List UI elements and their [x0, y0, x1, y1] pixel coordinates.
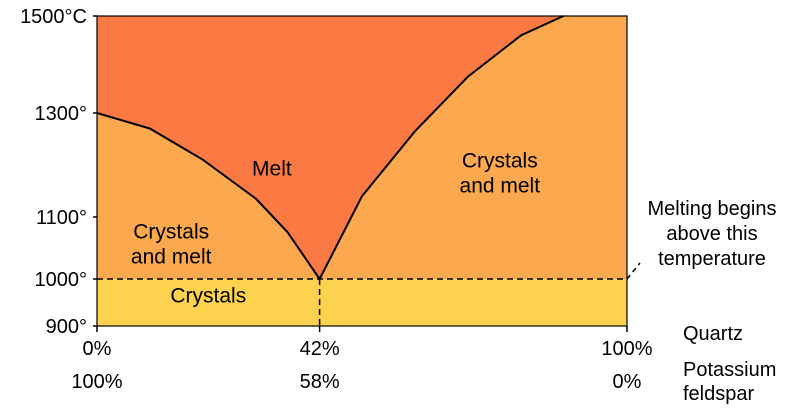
annotation-text: temperature [658, 248, 766, 270]
component-label: feldspar [683, 383, 754, 405]
component-label: Potassium [683, 359, 776, 381]
component-label: Quartz [683, 323, 743, 345]
y-tick-label: 1500°C [20, 6, 87, 28]
x-tick-label: 0% [613, 371, 642, 393]
y-tick-label: 1300° [35, 103, 88, 125]
y-tick-label: 1100° [36, 207, 87, 229]
annotation-text: Melting begins [648, 198, 777, 220]
regions-layer [97, 16, 627, 326]
region-label-crystals-and-melt-left: and melt [131, 246, 212, 269]
x-tick-label: 100% [601, 338, 652, 360]
x-tick-label: 100% [71, 371, 122, 393]
crystals-area [97, 279, 627, 326]
melt-area [97, 16, 564, 279]
annotation-leader [626, 262, 641, 280]
liquidus-curve-left [96, 112, 321, 280]
region-label-crystals: Crystals [170, 285, 246, 308]
y-tick-label: 1000° [35, 269, 88, 291]
x-tick-label: 0% [83, 338, 112, 360]
plot-border [96, 15, 628, 327]
x-tick-label: 42% [300, 338, 340, 360]
region-label-crystals-and-melt-right: and melt [460, 175, 541, 198]
region-label-crystals-and-melt-left: Crystals [133, 221, 209, 244]
x-tick-label: 58% [300, 371, 340, 393]
annotation-text: above this [666, 223, 757, 245]
y-tick-label: 900° [46, 316, 87, 338]
region-label-melt: Melt [252, 157, 292, 180]
lines-layer [96, 15, 641, 326]
liquidus-curve-right [318, 15, 564, 280]
region-label-crystals-and-melt-right: Crystals [462, 150, 538, 173]
